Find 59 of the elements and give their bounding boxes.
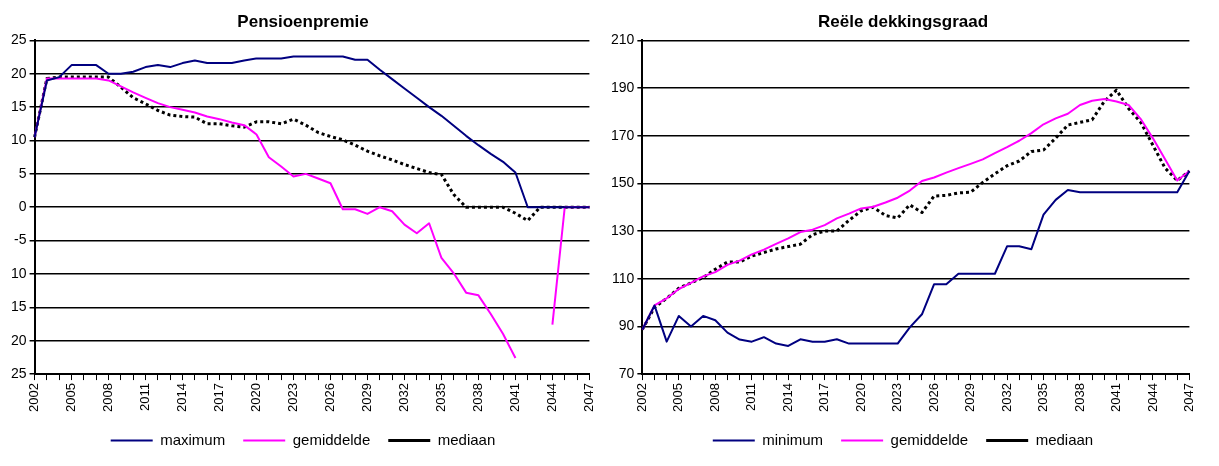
legend-label: gemiddelde xyxy=(292,430,371,448)
y-tick-label: 10 xyxy=(10,264,27,281)
y-tick-label: 190 xyxy=(611,78,635,95)
x-tick-label: 2029 xyxy=(359,383,375,412)
y-tick-label: 0 xyxy=(18,198,27,215)
x-tick-label: 2047 xyxy=(580,383,596,412)
y-tick-label: 25 xyxy=(10,364,27,381)
y-tick-label: 10 xyxy=(10,131,27,148)
y-tick-label: 170 xyxy=(611,126,635,143)
x-tick-label: 2029 xyxy=(962,383,978,412)
x-tick-label: 2038 xyxy=(1071,383,1087,412)
x-tick-label: 2038 xyxy=(470,383,486,412)
chart-title: Reële dekkingsgraad xyxy=(817,11,989,31)
x-tick-label: 2023 xyxy=(285,383,301,412)
legend-label: minimum xyxy=(762,430,824,448)
legend-label: mediaan xyxy=(1035,430,1094,448)
x-tick-label: 2032 xyxy=(396,383,412,412)
x-tick-label: 2005 xyxy=(63,383,79,412)
x-tick-label: 2002 xyxy=(26,383,42,412)
y-tick-label: 110 xyxy=(612,269,635,286)
y-tick-label: 90 xyxy=(618,317,635,334)
legend-label: mediaan xyxy=(437,430,496,448)
legend-label: gemiddelde xyxy=(890,430,969,448)
x-tick-label: 2044 xyxy=(543,383,559,412)
x-tick-label: 2014 xyxy=(779,383,795,412)
x-tick-label: 2047 xyxy=(1180,383,1196,412)
x-tick-label: 2005 xyxy=(670,383,686,412)
y-tick-label: -5 xyxy=(14,231,27,248)
x-tick-label: 2041 xyxy=(1108,383,1124,412)
x-tick-label: 2023 xyxy=(889,383,905,412)
y-tick-label: 15 xyxy=(10,298,27,315)
x-tick-label: 2008 xyxy=(706,383,722,412)
y-tick-label: 210 xyxy=(611,31,635,48)
x-tick-label: 2032 xyxy=(998,383,1014,412)
y-tick-label: 5 xyxy=(18,164,27,181)
x-tick-label: 2014 xyxy=(174,383,190,412)
x-tick-label: 2002 xyxy=(633,383,649,412)
y-tick-label: 70 xyxy=(618,364,635,381)
x-tick-label: 2017 xyxy=(816,383,832,412)
x-tick-label: 2035 xyxy=(433,383,449,412)
x-tick-label: 2011 xyxy=(743,383,759,412)
y-tick-label: 15 xyxy=(10,98,27,114)
x-tick-label: 2017 xyxy=(211,383,227,412)
chart-title: Pensioenpremie xyxy=(237,11,369,31)
legend-label: maximum xyxy=(160,430,226,448)
x-tick-label: 2026 xyxy=(925,383,941,412)
x-tick-label: 2041 xyxy=(507,383,522,412)
x-tick-label: 2020 xyxy=(852,383,868,412)
y-tick-label: 20 xyxy=(10,64,27,81)
y-tick-label: 25 xyxy=(10,31,27,48)
x-tick-label: 2020 xyxy=(248,383,264,412)
x-tick-label: 2026 xyxy=(322,383,338,412)
x-tick-label: 2044 xyxy=(1144,383,1160,412)
x-tick-label: 2035 xyxy=(1035,383,1051,412)
x-tick-label: 2008 xyxy=(100,383,116,412)
x-tick-label: 2011 xyxy=(137,383,153,412)
y-tick-label: 150 xyxy=(611,174,635,191)
y-tick-label: 130 xyxy=(611,221,635,238)
y-tick-label: 20 xyxy=(10,331,27,348)
